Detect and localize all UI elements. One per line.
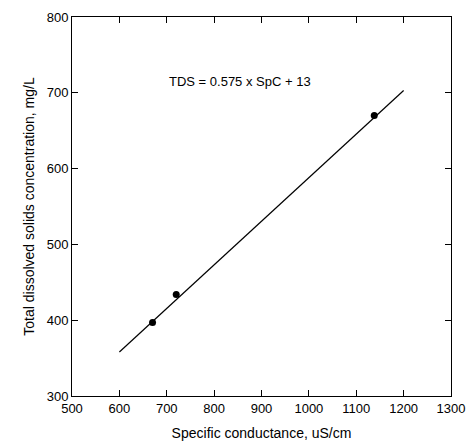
svg-text:1300: 1300 — [437, 401, 466, 416]
svg-text:Total dissolved solids concent: Total dissolved solids concentration, mg… — [21, 77, 37, 336]
svg-text:TDS = 0.575 x SpC + 13: TDS = 0.575 x SpC + 13 — [169, 74, 311, 89]
svg-text:800: 800 — [203, 401, 225, 416]
svg-text:Specific conductance, uS/cm: Specific conductance, uS/cm — [172, 425, 352, 441]
svg-text:800: 800 — [47, 10, 69, 25]
svg-text:500: 500 — [47, 237, 69, 252]
svg-text:500: 500 — [61, 401, 83, 416]
svg-text:900: 900 — [251, 401, 273, 416]
svg-text:1200: 1200 — [389, 401, 418, 416]
svg-text:1100: 1100 — [342, 401, 370, 416]
svg-text:400: 400 — [47, 313, 69, 328]
svg-text:600: 600 — [109, 401, 131, 416]
svg-text:700: 700 — [156, 401, 178, 416]
svg-text:600: 600 — [47, 161, 69, 176]
svg-text:300: 300 — [47, 389, 69, 404]
svg-text:1000: 1000 — [294, 401, 323, 416]
svg-text:700: 700 — [47, 85, 69, 100]
